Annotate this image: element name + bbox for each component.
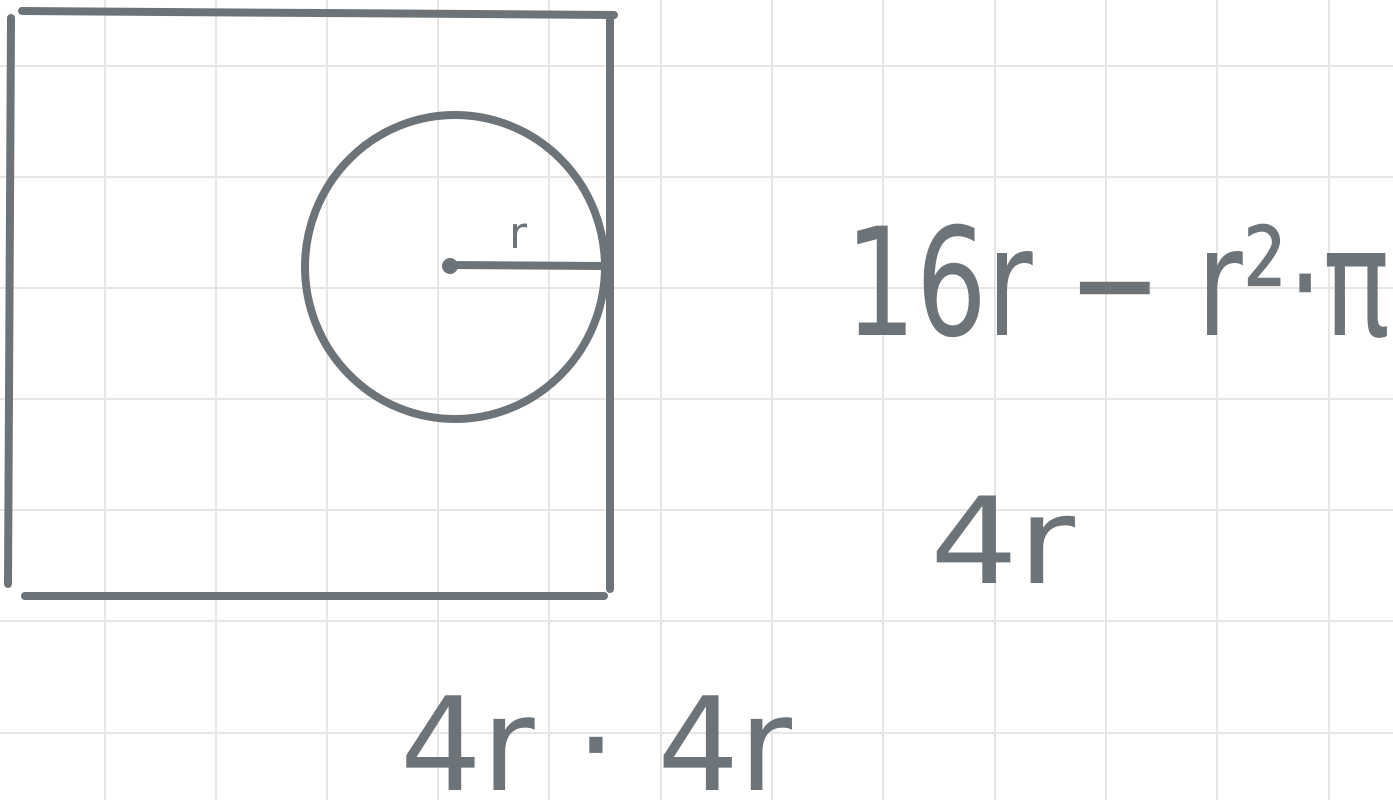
radius-line — [444, 261, 607, 270]
area-label: 4r · 4r — [400, 669, 793, 800]
side-label: 4r — [930, 473, 1076, 612]
square — [4, 7, 618, 600]
radius-label: r — [509, 208, 528, 259]
center-dot — [442, 258, 458, 274]
formula: 16r − r²·π — [845, 197, 1390, 371]
